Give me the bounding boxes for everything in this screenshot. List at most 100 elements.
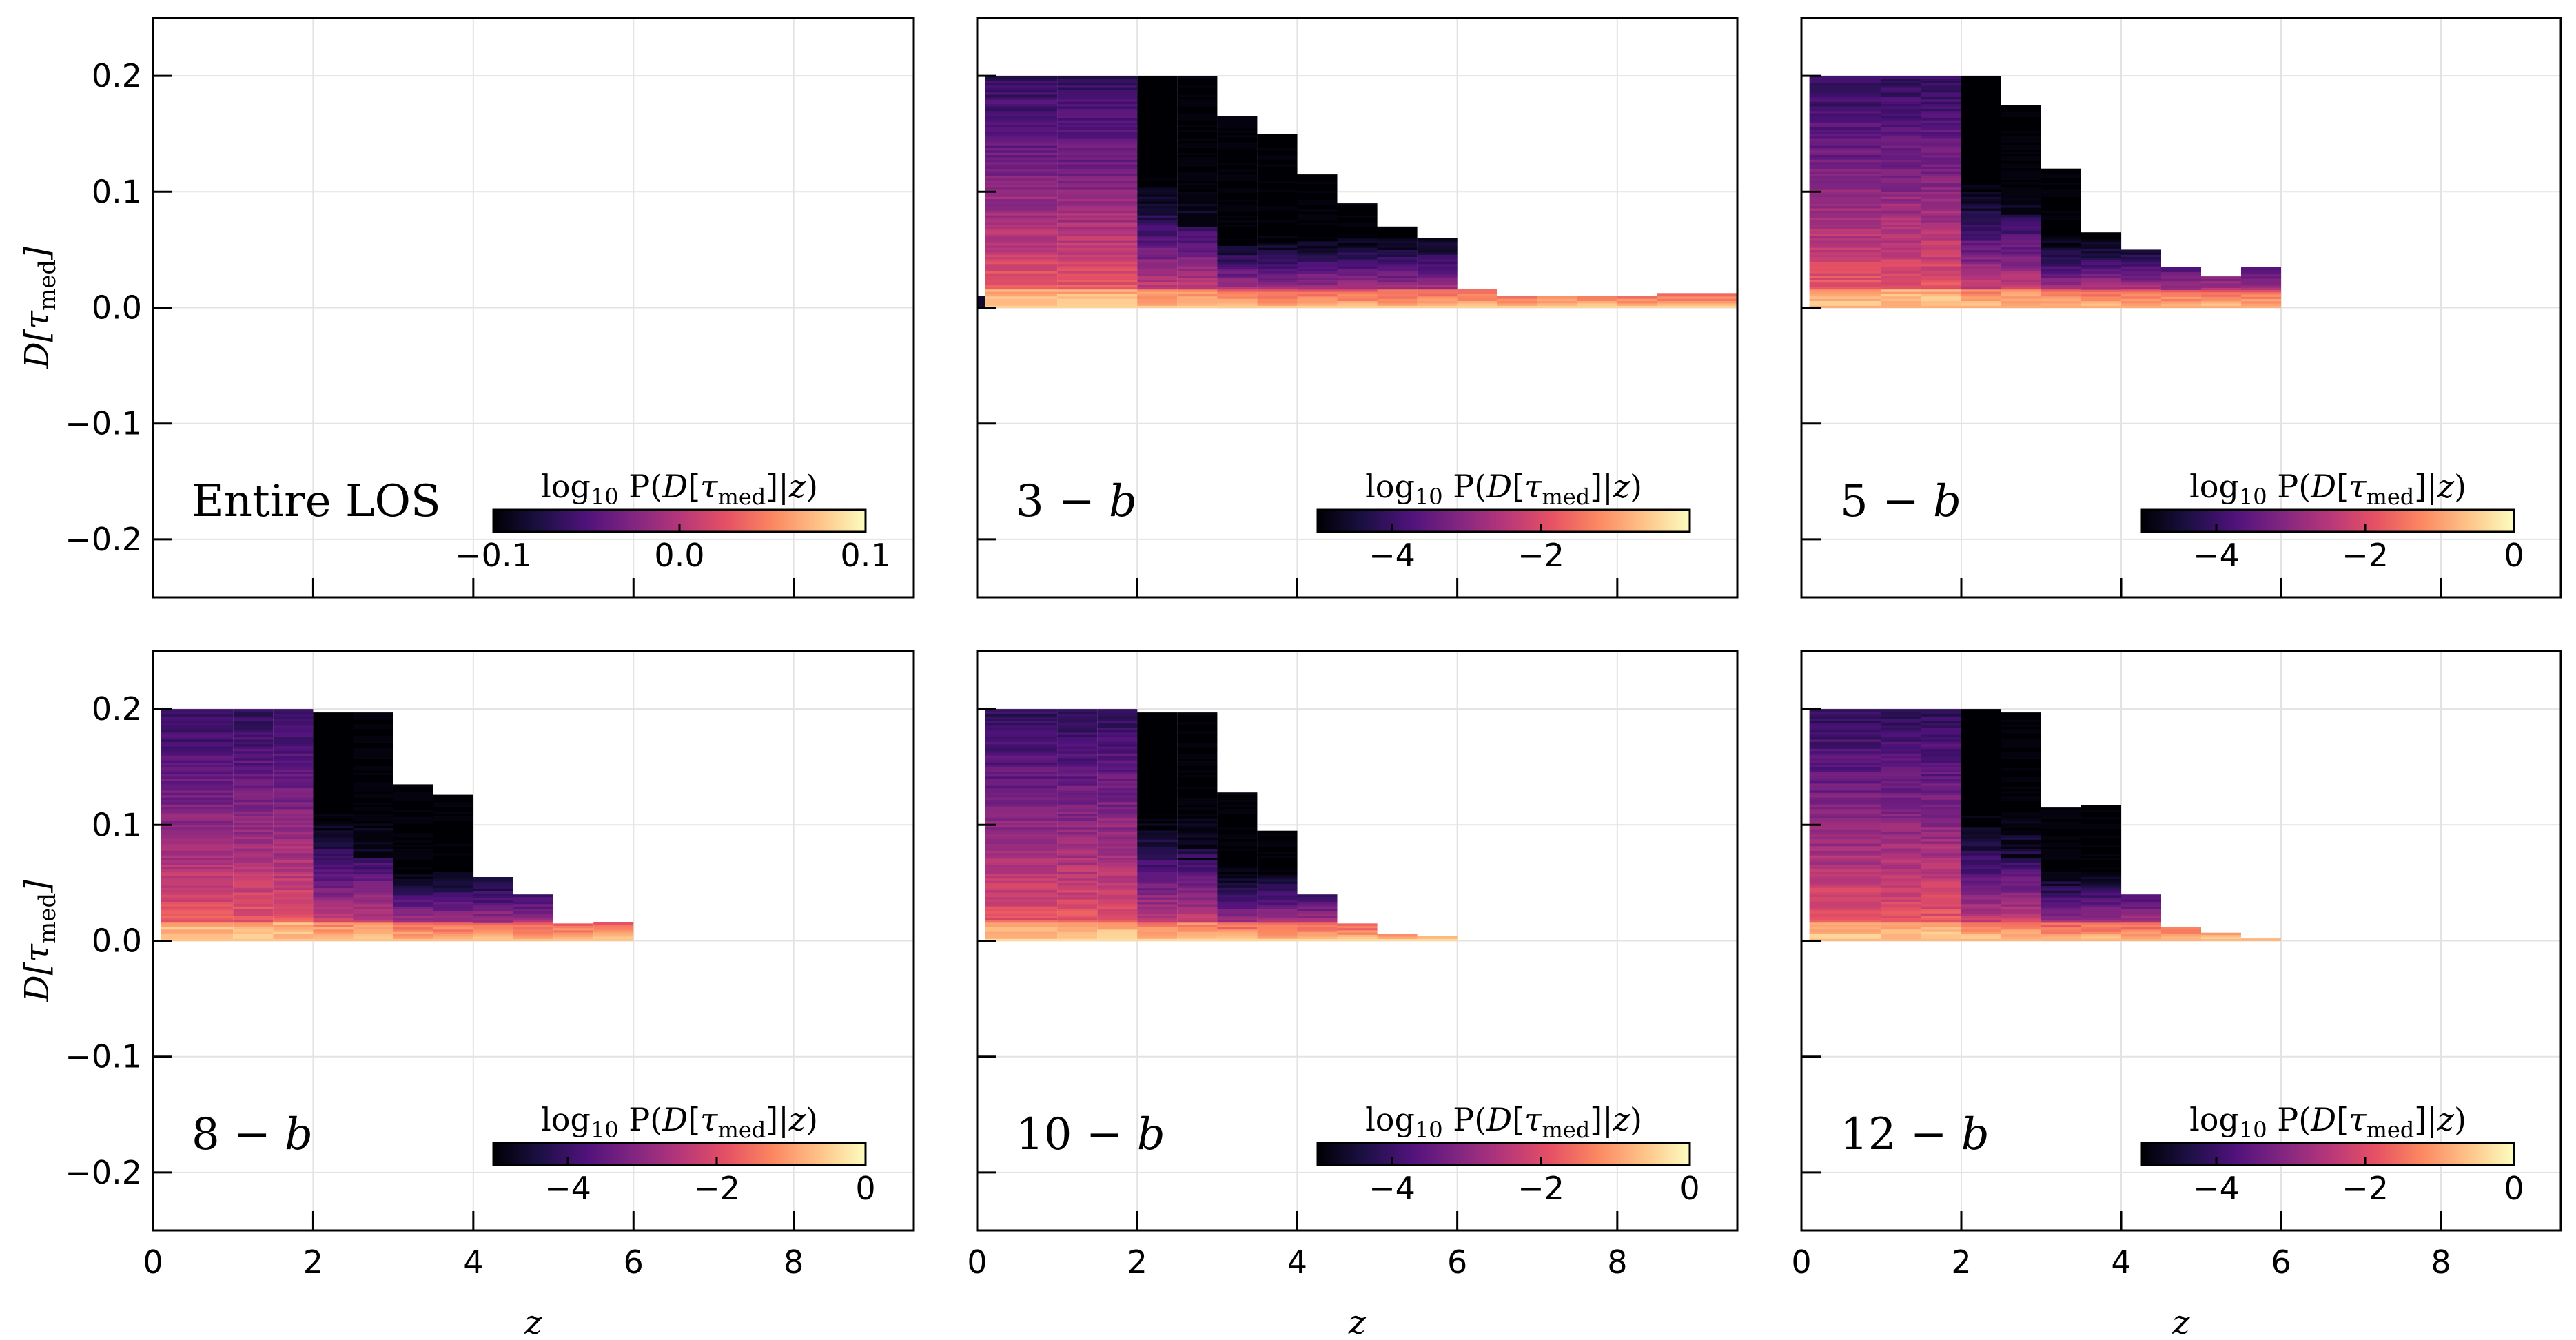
heatmap-cell bbox=[1297, 192, 1338, 196]
heatmap-cell bbox=[1809, 843, 1881, 847]
heatmap-cell bbox=[2121, 929, 2161, 932]
heatmap-cell bbox=[2081, 287, 2121, 290]
heatmap-cell bbox=[313, 931, 354, 934]
heatmap-cell bbox=[273, 792, 314, 796]
heatmap-cell bbox=[2041, 270, 2081, 274]
heatmap-cell bbox=[1217, 938, 1258, 942]
heatmap-cell bbox=[1257, 251, 1298, 255]
heatmap-cell bbox=[1921, 753, 1961, 756]
heatmap-cell bbox=[985, 156, 1058, 160]
heatmap-cell bbox=[1881, 878, 1921, 881]
heatmap-cell bbox=[1257, 296, 1298, 299]
heatmap-cell bbox=[313, 798, 354, 801]
heatmap-cell bbox=[1881, 908, 1921, 911]
heatmap-cell bbox=[1921, 192, 1961, 195]
heatmap-cell bbox=[1881, 847, 1921, 851]
heatmap-cell bbox=[1137, 110, 1178, 114]
heatmap-cell bbox=[2081, 897, 2121, 900]
heatmap-cell bbox=[1809, 254, 1881, 258]
heatmap-cell bbox=[2041, 887, 2081, 891]
heatmap-cell bbox=[1921, 284, 1961, 287]
heatmap-cell bbox=[1137, 880, 1178, 884]
heatmap-cell bbox=[2001, 144, 2041, 147]
heatmap-cell bbox=[2001, 790, 2041, 794]
heatmap-cell bbox=[273, 822, 314, 825]
heatmap bbox=[1809, 76, 2281, 309]
heatmap-cell bbox=[2001, 901, 2041, 905]
heatmap-cell bbox=[1297, 181, 1338, 184]
heatmap-cell bbox=[1177, 807, 1218, 810]
heatmap-cell bbox=[393, 844, 433, 847]
heatmap-cell bbox=[1417, 296, 1458, 299]
heatmap-cell bbox=[1217, 254, 1258, 258]
heatmap-cell bbox=[2041, 869, 2081, 872]
heatmap-cell bbox=[161, 864, 234, 867]
heatmap-cell bbox=[2161, 276, 2201, 279]
heatmap-cell bbox=[1417, 263, 1458, 267]
heatmap-cell bbox=[1881, 300, 1921, 304]
heatmap-cell bbox=[1057, 808, 1098, 812]
heatmap-cell bbox=[473, 931, 513, 935]
heatmap-cell bbox=[1137, 138, 1178, 141]
heatmap-cell bbox=[2041, 231, 2081, 234]
heatmap-cell bbox=[353, 841, 393, 845]
heatmap-cell bbox=[1137, 747, 1178, 750]
heatmap-cell bbox=[1881, 159, 1921, 163]
heatmap-cell bbox=[1137, 786, 1178, 790]
heatmap-cell bbox=[1881, 256, 1921, 260]
heatmap-cell bbox=[273, 741, 314, 745]
y-tick-label: −0.2 bbox=[65, 521, 142, 558]
heatmap-cell bbox=[985, 799, 1058, 803]
heatmap-cell bbox=[1921, 938, 1961, 942]
heatmap-cell bbox=[2081, 298, 2121, 302]
heatmap-cell bbox=[1177, 776, 1218, 780]
heatmap-cell bbox=[273, 760, 314, 763]
heatmap-cell bbox=[1961, 822, 2001, 825]
heatmap-cell bbox=[1057, 105, 1138, 109]
heatmap-cell bbox=[353, 752, 393, 754]
heatmap-cell bbox=[1137, 800, 1178, 803]
heatmap-cell bbox=[1809, 282, 1881, 285]
heatmap-cell bbox=[1297, 178, 1338, 182]
heatmap-cell bbox=[161, 818, 234, 821]
heatmap-cell bbox=[1961, 245, 2001, 248]
heatmap-cell bbox=[353, 839, 393, 843]
heatmap-cell bbox=[1097, 889, 1138, 893]
heatmap-cell bbox=[1961, 910, 2001, 914]
heatmap-cell bbox=[1137, 83, 1178, 86]
heatmap-cell bbox=[1337, 240, 1378, 243]
heatmap-cell bbox=[313, 790, 354, 794]
heatmap-cell bbox=[1177, 745, 1218, 748]
heatmap-cell bbox=[1809, 903, 1881, 907]
heatmap-cell bbox=[2041, 236, 2081, 239]
heatmap-cell bbox=[1921, 78, 1961, 81]
heatmap-cell bbox=[1377, 265, 1418, 269]
heatmap-cell bbox=[1137, 163, 1178, 167]
heatmap-cell bbox=[433, 818, 473, 821]
heatmap-cell bbox=[1257, 851, 1298, 854]
heatmap-cell bbox=[353, 786, 393, 790]
heatmap-cell bbox=[1809, 834, 1881, 837]
heatmap-cell bbox=[1961, 214, 2001, 218]
heatmap-cell bbox=[1057, 838, 1098, 842]
heatmap-cell bbox=[1217, 300, 1258, 304]
heatmap-cell bbox=[2001, 177, 2041, 180]
heatmap-cell bbox=[1137, 761, 1178, 764]
heatmap-cell bbox=[985, 871, 1058, 874]
heatmap-cell bbox=[1881, 931, 1921, 934]
heatmap-cell bbox=[1217, 204, 1258, 207]
heatmap-cell bbox=[1881, 767, 1921, 770]
heatmap-cell bbox=[1457, 296, 1497, 299]
heatmap-cell bbox=[353, 800, 393, 803]
heatmap-cell bbox=[1057, 910, 1098, 914]
heatmap-cell bbox=[313, 839, 354, 843]
heatmap-cell bbox=[1881, 180, 1921, 183]
heatmap-cell bbox=[1057, 229, 1138, 232]
heatmap-cell bbox=[985, 898, 1058, 902]
heatmap-cell bbox=[1097, 774, 1138, 777]
heatmap-cell bbox=[353, 738, 393, 741]
heatmap-cell bbox=[233, 799, 274, 803]
heatmap-cell bbox=[2001, 305, 2041, 309]
heatmap-cell bbox=[1337, 300, 1378, 304]
heatmap-cell bbox=[2121, 277, 2161, 280]
